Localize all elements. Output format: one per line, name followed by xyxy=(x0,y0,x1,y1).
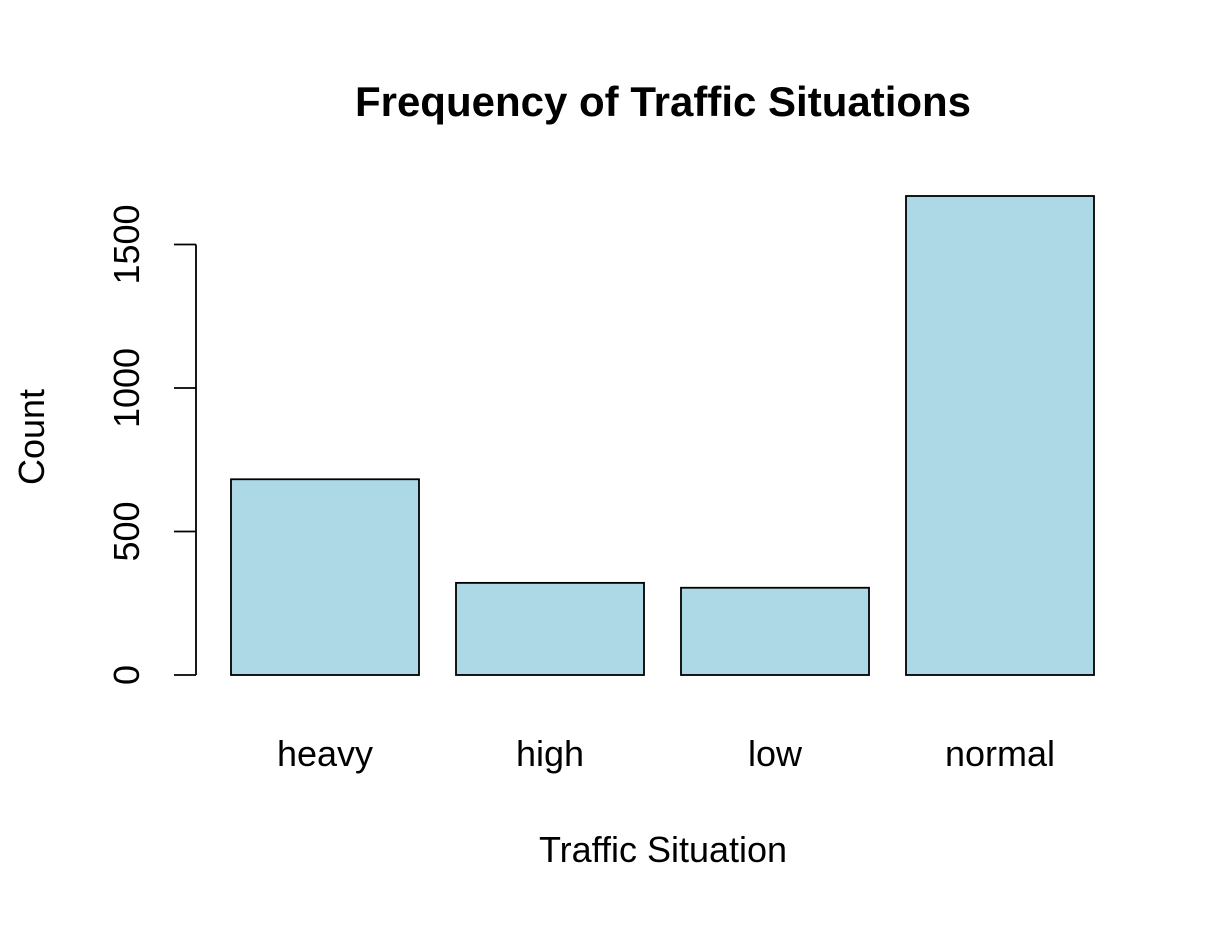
x-category-labels: heavy high low normal xyxy=(277,733,1055,774)
bar-heavy xyxy=(230,478,420,676)
x-axis-label: Traffic Situation xyxy=(539,829,787,870)
y-tick-label-1500: 1500 xyxy=(106,204,147,284)
bar-high xyxy=(455,581,645,676)
y-axis-label: Count xyxy=(11,389,52,485)
bar-normal xyxy=(905,195,1095,676)
y-tick-label-500: 500 xyxy=(106,501,147,561)
x-tick-label-heavy: heavy xyxy=(277,733,373,774)
chart-title: Frequency of Traffic Situations xyxy=(355,78,971,125)
x-tick-label-normal: normal xyxy=(945,733,1055,774)
bar-low xyxy=(680,586,870,676)
y-tick-label-1000: 1000 xyxy=(106,348,147,428)
bars-layer xyxy=(230,195,1095,676)
x-tick-label-high: high xyxy=(516,733,584,774)
x-tick-label-low: low xyxy=(748,733,803,774)
y-tick-label-0: 0 xyxy=(106,665,147,685)
y-axis: 0 500 1000 1500 xyxy=(106,204,197,685)
